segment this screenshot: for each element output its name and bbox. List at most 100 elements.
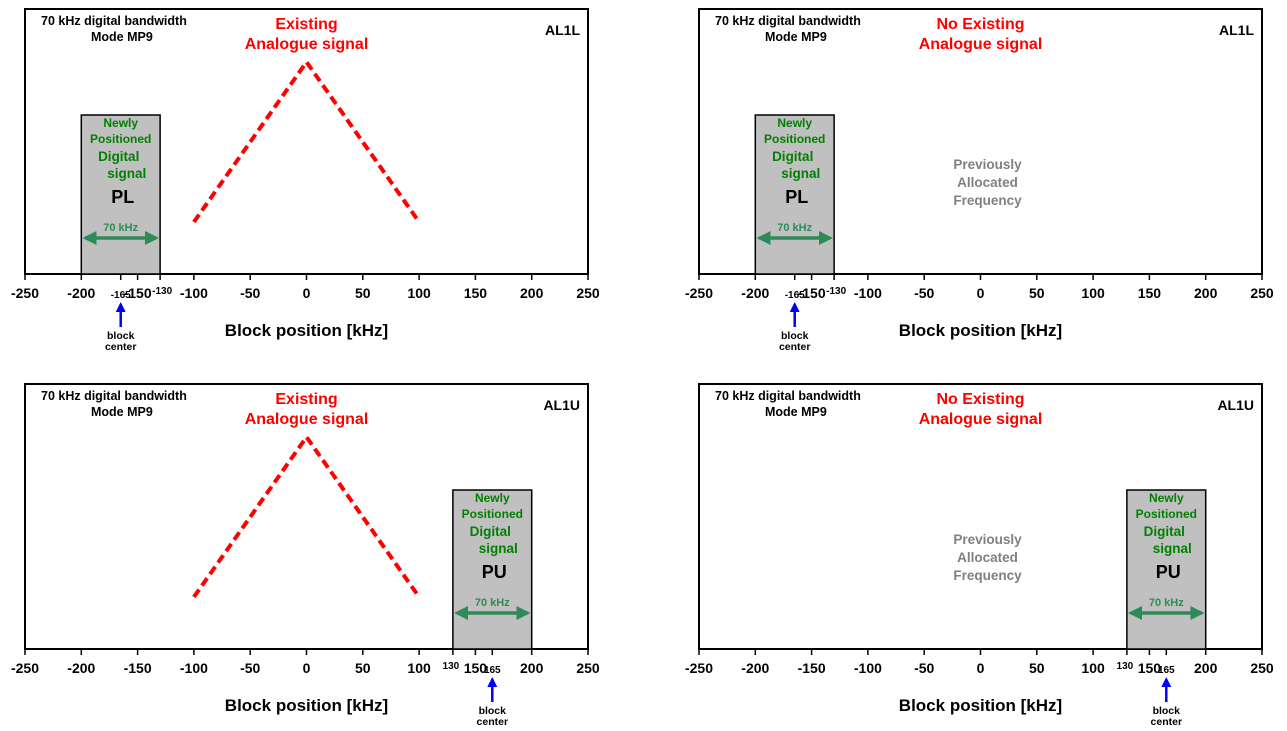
previous-allocated-line-3: Frequency [953, 193, 1022, 208]
x-axis-label: Block position [kHz] [899, 321, 1062, 340]
x-tick-label: 200 [520, 660, 544, 676]
previous-allocated-line-1: Previously [953, 157, 1022, 172]
x-tick-label: 200 [1194, 660, 1218, 676]
x-axis-label: Block position [kHz] [225, 321, 388, 340]
analogue-title-line1: Existing [275, 391, 337, 408]
block-center-note-1: block [781, 330, 809, 342]
x-tick-label: 50 [1029, 285, 1045, 301]
block-center-label: -165 [111, 290, 131, 301]
analogue-title-line2: Analogue signal [919, 36, 1043, 53]
x-tick-label: 150 [1138, 660, 1162, 676]
panel-2: -250 -200 -150 -100 -50 0 50 100 150 200 250 Block … [685, 8, 1274, 353]
x-tick-label: -50 [240, 660, 260, 676]
x-tick-label: 0 [303, 660, 311, 676]
digital-block-text-2: Positioned [90, 132, 151, 146]
x-tick-label: 100 [1081, 285, 1105, 301]
panel-4: -250 -200 -150 -100 -50 0 50 100 150 200 250 Block … [685, 383, 1274, 728]
mode-bandwidth-label: 70 kHz digital bandwidth [41, 14, 187, 28]
bandwidth-label: 70 kHz [103, 222, 138, 234]
x-tick-label: -50 [914, 660, 934, 676]
previous-allocated-line-2: Allocated [957, 550, 1018, 565]
digital-block-text-1: Newly [475, 491, 510, 505]
bandwidth-label: 70 kHz [1149, 597, 1184, 609]
analogue-title-line1: Existing [275, 16, 337, 33]
x-axis-label: Block position [kHz] [225, 696, 388, 715]
x-tick-label: 100 [1081, 660, 1105, 676]
mode-name-label: Mode MP9 [765, 30, 827, 44]
x-tick-label: -150 [124, 285, 152, 301]
x-tick-label: -250 [685, 285, 713, 301]
block-center-label: -165 [785, 290, 805, 301]
x-tick-label: 250 [576, 285, 600, 301]
channel-tag: AL1U [1217, 397, 1254, 413]
digital-block-text-3: Digital [1144, 524, 1185, 539]
x-tick-label: -150 [798, 660, 826, 676]
bandwidth-label: 70 kHz [475, 597, 510, 609]
digital-block-text-4: signal [781, 166, 820, 181]
x-axis-label: Block position [kHz] [899, 696, 1062, 715]
x-tick-label: -200 [67, 285, 95, 301]
digital-block [452, 489, 533, 650]
x-tick-label: 50 [355, 285, 371, 301]
block-center-note-2: center [1151, 716, 1183, 728]
x-tick-label: -50 [240, 285, 260, 301]
x-tick-label: -250 [685, 660, 713, 676]
x-tick-label: 0 [977, 285, 985, 301]
digital-block-text-3: Digital [98, 149, 139, 164]
digital-block-name: PU [1156, 562, 1181, 582]
x-tick-label: 150 [1138, 285, 1162, 301]
digital-block-text-3: Digital [772, 149, 813, 164]
digital-block-text-2: Positioned [1136, 507, 1197, 521]
x-tick-label: 100 [407, 285, 431, 301]
x-tick-label: -250 [11, 285, 39, 301]
x-tick-label: 200 [1194, 285, 1218, 301]
digital-block-text-1: Newly [1149, 491, 1184, 505]
digital-block [1126, 489, 1207, 650]
x-tick-label: -50 [914, 285, 934, 301]
digital-block-name: PL [111, 187, 134, 207]
block-center-note-2: center [105, 341, 137, 353]
x-tick-label: -100 [854, 660, 882, 676]
mode-bandwidth-label: 70 kHz digital bandwidth [715, 389, 861, 403]
mode-bandwidth-label: 70 kHz digital bandwidth [715, 14, 861, 28]
channel-tag: AL1U [543, 397, 580, 413]
block-center-note-1: block [107, 330, 135, 342]
block-center-label: 165 [1158, 665, 1175, 676]
x-tick-label: 50 [1029, 660, 1045, 676]
x-tick-label: -250 [11, 660, 39, 676]
x-tick-label: 0 [977, 660, 985, 676]
digital-block-text-1: Newly [777, 116, 812, 130]
analogue-signal-shape [192, 58, 421, 224]
x-tick-label: 150 [464, 660, 488, 676]
x-tick-label: -200 [741, 660, 769, 676]
block-center-note-2: center [477, 716, 509, 728]
digital-block-text-4: signal [107, 166, 146, 181]
block-center-note-1: block [1153, 705, 1181, 717]
analogue-title-line2: Analogue signal [245, 411, 369, 428]
digital-block [754, 114, 835, 275]
x-tick-label: 50 [355, 660, 371, 676]
x-tick-label: -150 [798, 285, 826, 301]
block-edge-label: -130 [152, 286, 172, 297]
digital-block-text-4: signal [479, 541, 518, 556]
x-tick-label: -100 [180, 285, 208, 301]
x-tick-label: 250 [1250, 285, 1274, 301]
block-edge-label: -130 [826, 286, 846, 297]
digital-block-name: PL [785, 187, 808, 207]
x-tick-label: 200 [520, 285, 544, 301]
block-center-note-2: center [779, 341, 811, 353]
x-tick-label: 250 [576, 660, 600, 676]
mode-bandwidth-label: 70 kHz digital bandwidth [41, 389, 187, 403]
block-center-label: 165 [484, 665, 501, 676]
channel-tag: AL1L [545, 22, 580, 38]
x-tick-label: -200 [741, 285, 769, 301]
digital-block-text-3: Digital [470, 524, 511, 539]
channel-tag: AL1L [1219, 22, 1254, 38]
previous-allocated-line-1: Previously [953, 532, 1022, 547]
analogue-signal-shape [192, 433, 421, 599]
mode-name-label: Mode MP9 [765, 405, 827, 419]
digital-block-text-4: signal [1153, 541, 1192, 556]
x-tick-label: -100 [854, 285, 882, 301]
analogue-title-line1: No Existing [936, 391, 1024, 408]
analogue-title-line2: Analogue signal [919, 411, 1043, 428]
